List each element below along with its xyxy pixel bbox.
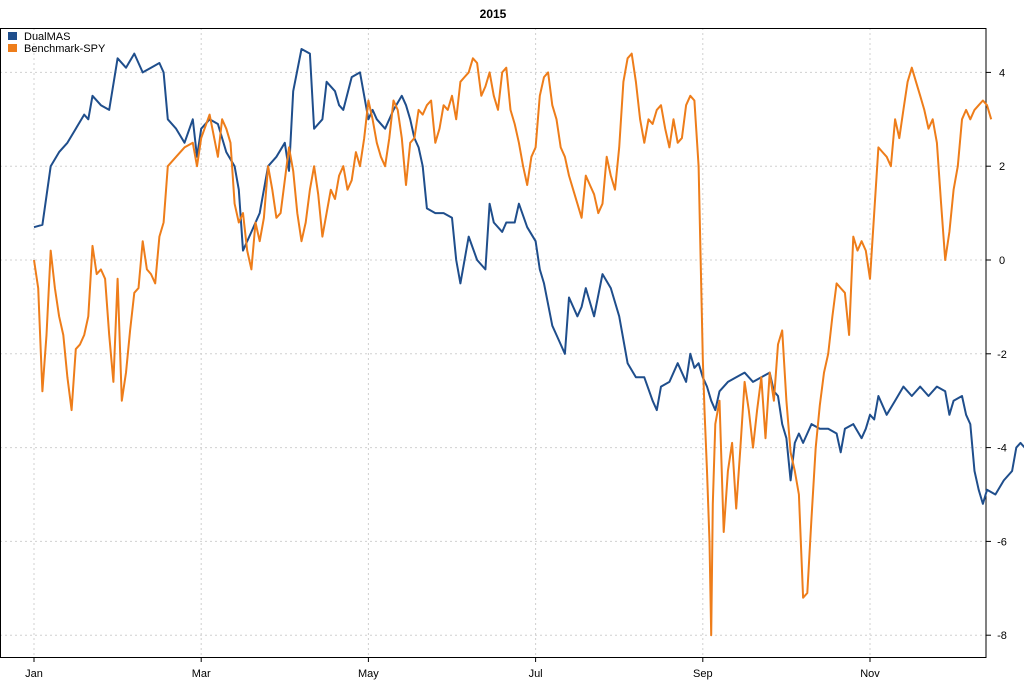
legend-label: DualMAS <box>24 31 70 43</box>
y-tick-label: 4 <box>999 67 1005 79</box>
series-line-benchmark-spy <box>33 52 993 637</box>
legend-swatch <box>8 44 17 52</box>
y-tick-label: -2 <box>997 349 1007 361</box>
y-axis: 4 2 0 -2 -4 -6 -8 <box>986 67 1007 642</box>
grid <box>0 28 986 657</box>
plot-frame <box>0 28 987 658</box>
series-line-dualmas <box>33 48 1024 505</box>
x-tick-label: Sep <box>693 668 713 680</box>
series-group <box>33 48 1024 637</box>
y-tick-label: -4 <box>997 443 1007 455</box>
x-axis: Jan Mar May Jul Sep Nov <box>25 657 880 680</box>
y-tick-label: -8 <box>997 630 1007 642</box>
x-tick-label: Jan <box>25 668 43 680</box>
x-tick-label: Jul <box>529 668 543 680</box>
x-tick-label: Nov <box>860 668 880 680</box>
y-tick-label: 2 <box>999 161 1005 173</box>
y-tick-label: -6 <box>997 536 1007 548</box>
legend-label: Benchmark-SPY <box>24 43 106 55</box>
chart-title: 2015 <box>480 7 507 21</box>
x-tick-label: Mar <box>192 668 211 680</box>
legend-swatch <box>8 32 17 40</box>
y-tick-label: 0 <box>999 255 1005 267</box>
x-tick-label: May <box>358 668 379 680</box>
